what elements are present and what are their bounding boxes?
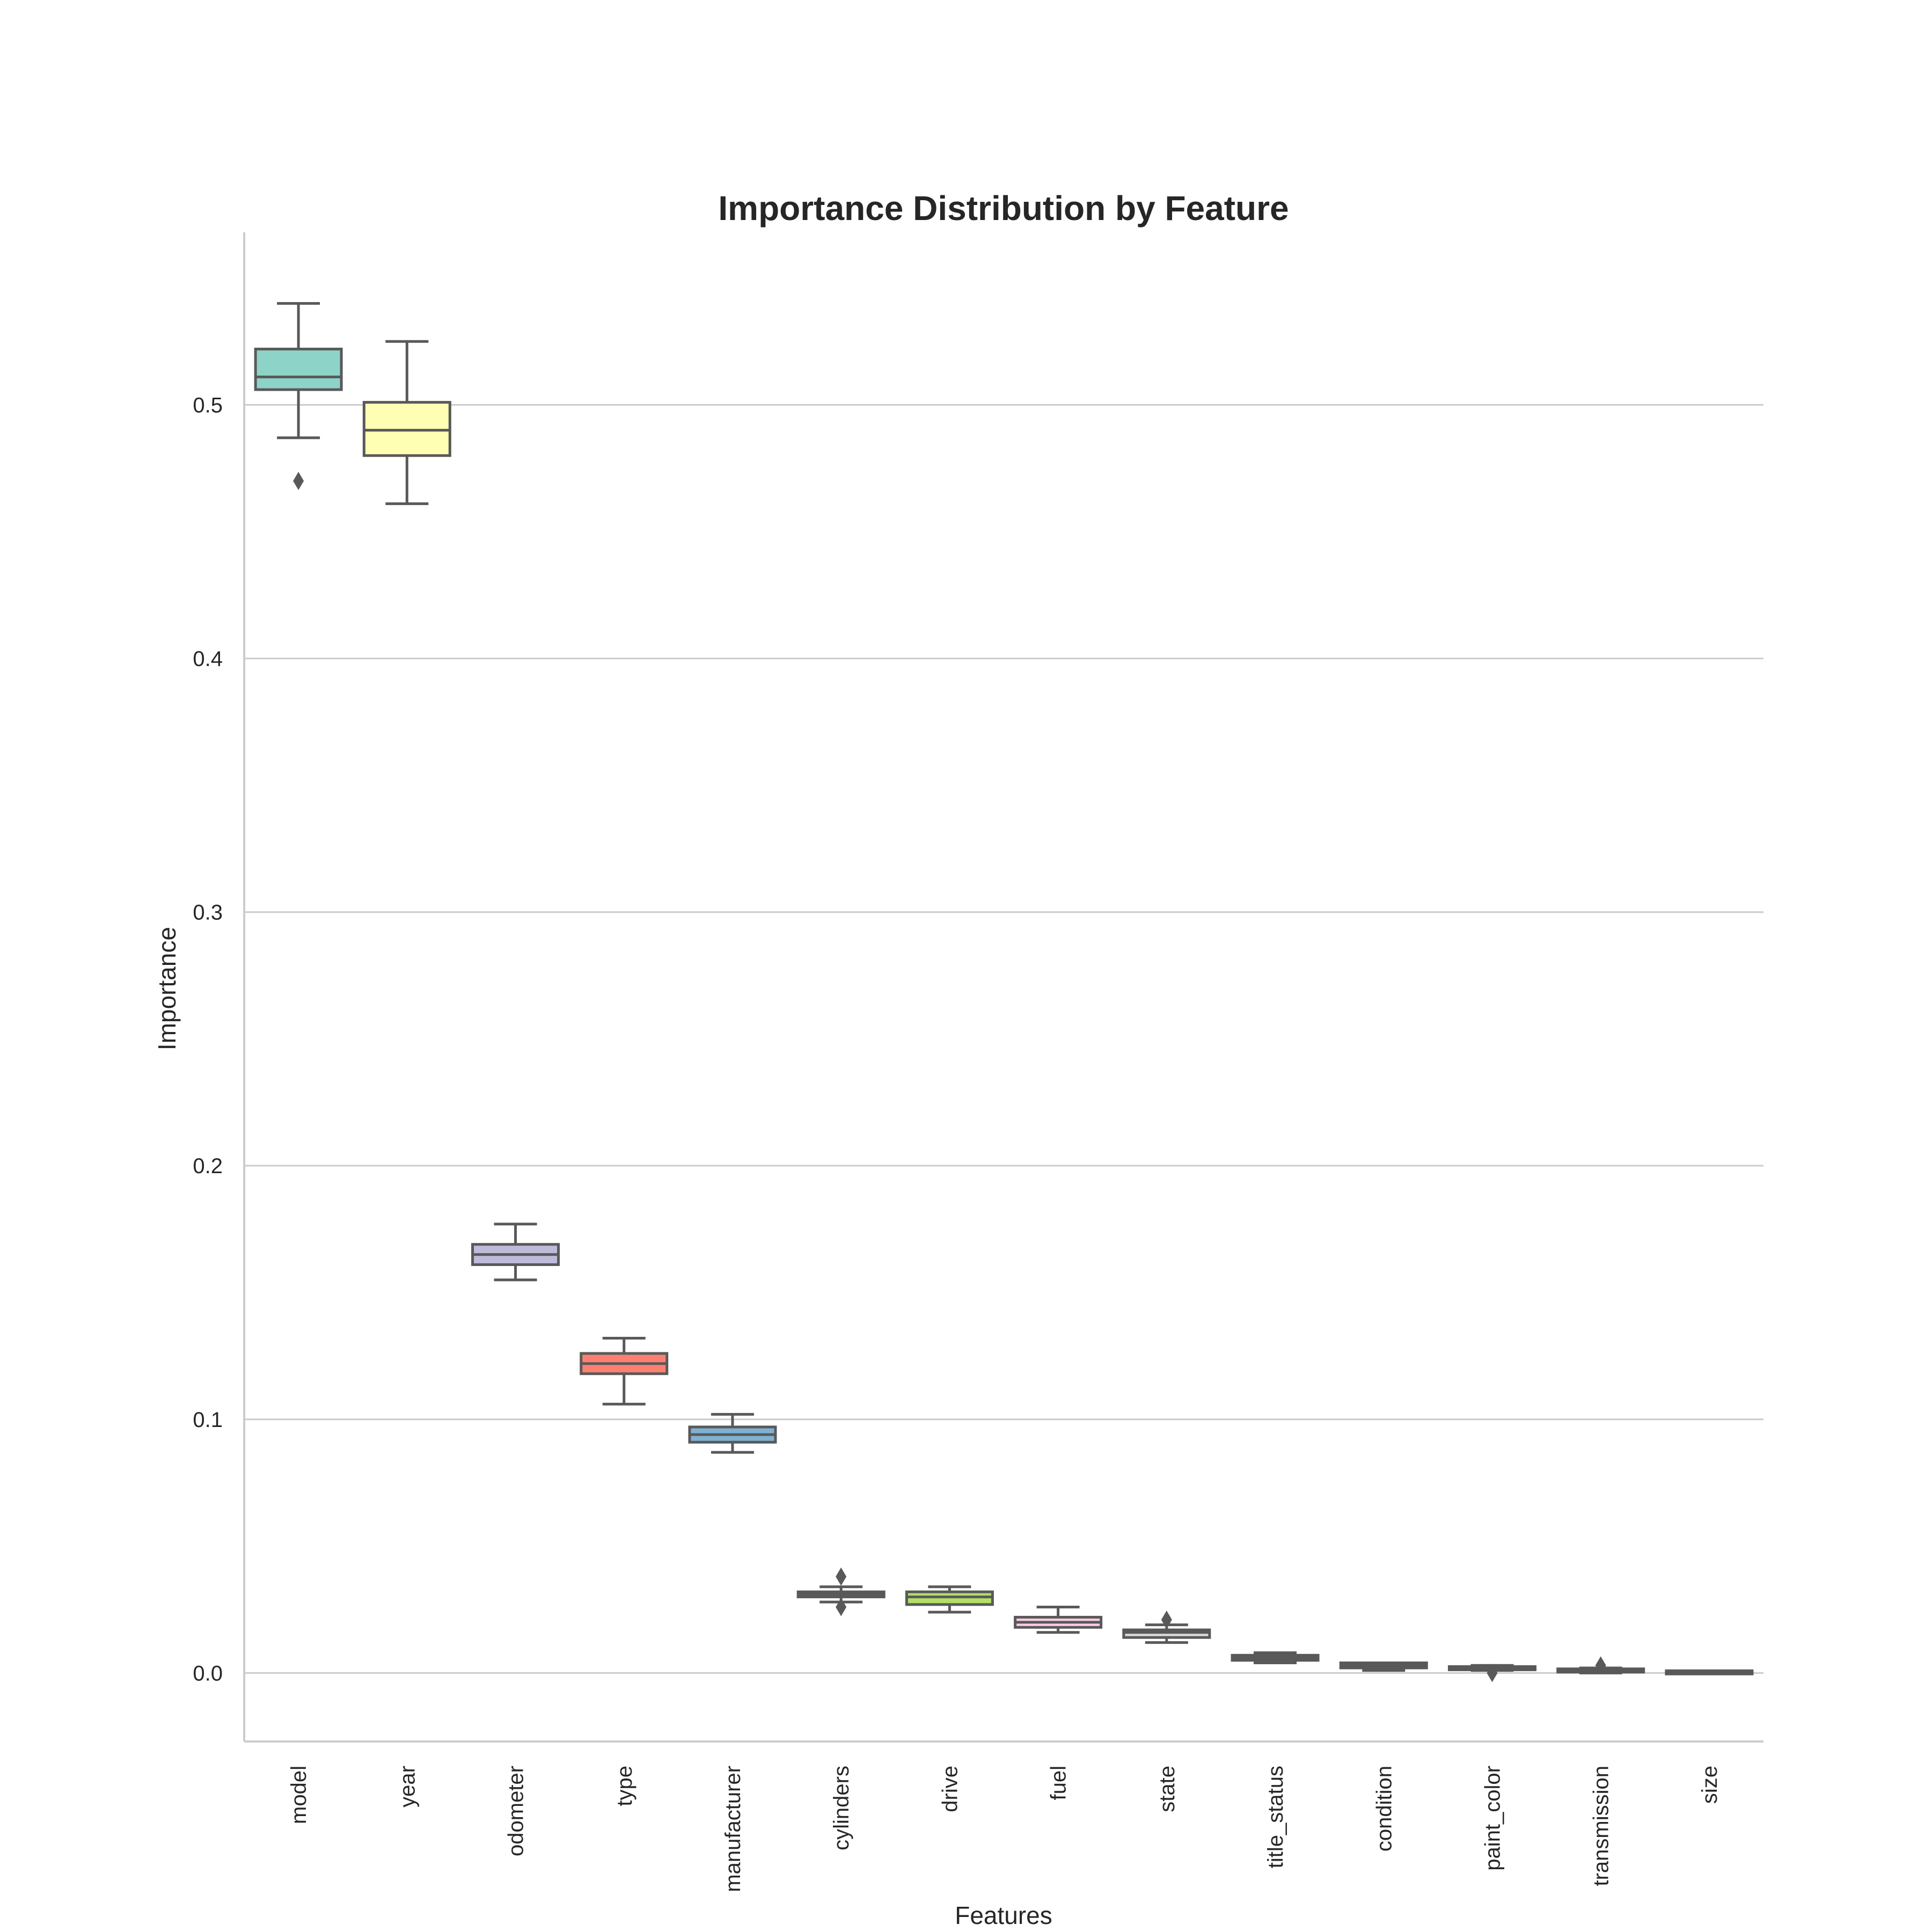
y-tick-label: 0.5 (193, 393, 223, 417)
x-tick-label: size (1698, 1766, 1722, 1804)
x-axis-ticks: model year odometer type manufacturer cylinde… (287, 1766, 1722, 1892)
y-tick-label: 0.4 (193, 647, 223, 671)
y-tick-label: 0.0 (193, 1662, 223, 1685)
box-state (1122, 1611, 1211, 1644)
x-tick-label: fuel (1047, 1766, 1071, 1801)
outlier-point (293, 472, 304, 491)
box-condition (1339, 1661, 1428, 1672)
chart-title: Importance Distribution by Feature (718, 189, 1289, 228)
y-tick-label: 0.3 (193, 901, 223, 925)
y-axis-label: Importance (153, 927, 181, 1050)
outlier-point (1595, 1656, 1606, 1675)
box-cylinders (796, 1567, 885, 1616)
box-transmission (1556, 1656, 1645, 1675)
x-tick-label: manufacturer (721, 1766, 745, 1892)
x-tick-label: state (1155, 1766, 1179, 1812)
x-tick-label: transmission (1590, 1766, 1613, 1886)
box-fuel (1014, 1606, 1103, 1634)
x-tick-label: paint_color (1481, 1766, 1504, 1871)
box-year (362, 340, 451, 506)
x-axis-label: Features (955, 1901, 1052, 1929)
x-tick-label: cylinders (830, 1766, 853, 1850)
box-paint_color (1447, 1664, 1536, 1682)
box-type (580, 1337, 669, 1406)
outlier-point (1487, 1664, 1498, 1682)
x-tick-label: drive (938, 1766, 962, 1812)
box-title_status (1231, 1651, 1320, 1664)
outlier-point (836, 1598, 847, 1616)
iqr-box (254, 347, 343, 391)
x-tick-label: type (613, 1766, 636, 1806)
outlier-point (836, 1567, 847, 1586)
x-tick-label: odometer (504, 1766, 528, 1856)
y-axis-ticks: 0.0 0.1 0.2 0.3 0.4 0.5 (193, 393, 223, 1685)
box-manufacturer (688, 1413, 777, 1454)
boxes (254, 302, 1754, 1682)
box-odometer (471, 1223, 560, 1282)
outlier-point (1161, 1611, 1172, 1629)
y-tick-label: 0.1 (193, 1408, 223, 1432)
box-model (254, 302, 343, 491)
y-tick-label: 0.2 (193, 1154, 223, 1178)
gridlines (244, 404, 1763, 1674)
x-tick-label: year (396, 1766, 419, 1807)
x-tick-label: condition (1372, 1766, 1396, 1851)
x-tick-label: model (287, 1766, 311, 1824)
box-drive (905, 1585, 994, 1614)
x-tick-label: title_status (1264, 1766, 1287, 1868)
box-size (1665, 1669, 1754, 1675)
